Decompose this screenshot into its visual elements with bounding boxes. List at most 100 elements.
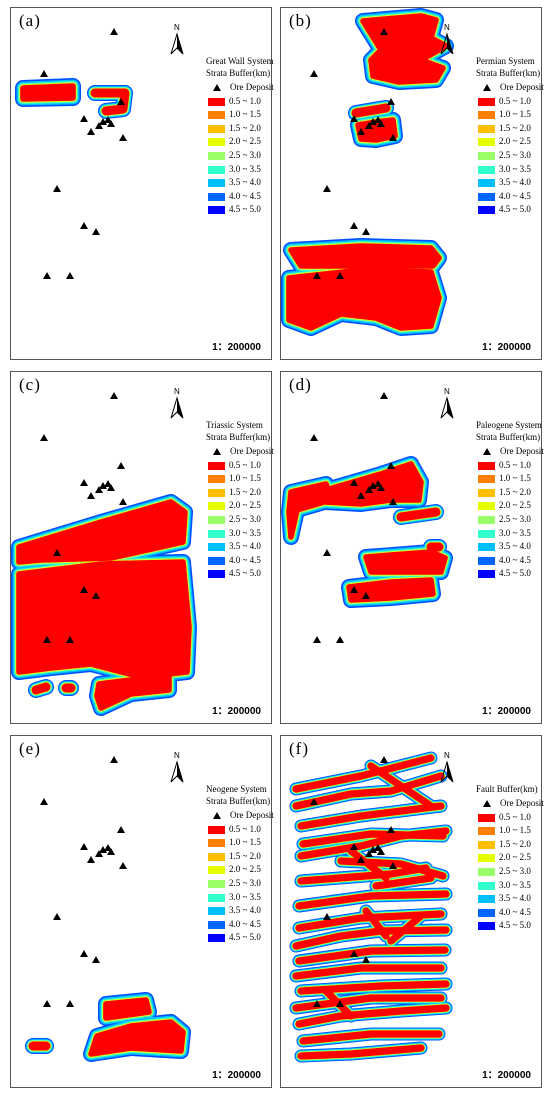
legend-item-label: 1.5 ~ 2.0 bbox=[499, 122, 531, 133]
legend-item-label: 1.0 ~ 1.5 bbox=[499, 473, 531, 484]
legend-item-label: 0.5 ~ 1.0 bbox=[229, 823, 261, 834]
ore-deposit-marker bbox=[389, 498, 397, 505]
legend-item-label: 1.5 ~ 2.0 bbox=[229, 486, 261, 497]
ore-deposit-marker bbox=[104, 480, 112, 487]
ore-deposit-marker bbox=[99, 482, 107, 489]
legend-item: 0.5 ~ 1.0 bbox=[208, 824, 261, 835]
ore-deposit-marker bbox=[107, 120, 115, 127]
ore-deposit-marker bbox=[377, 120, 385, 127]
ore-deposit-marker bbox=[80, 950, 88, 957]
ore-deposit-marker bbox=[369, 118, 377, 125]
legend-swatch bbox=[478, 192, 495, 201]
legend-title: Strata Buffer(km) bbox=[206, 68, 271, 78]
legend-swatch bbox=[208, 97, 225, 106]
ore-deposit-marker bbox=[357, 492, 365, 499]
ore-deposit-marker bbox=[53, 185, 61, 192]
scale-text: 1：200000 bbox=[482, 342, 531, 353]
legend-swatch bbox=[208, 475, 225, 484]
ore-deposit-marker bbox=[310, 434, 318, 441]
legend-swatch bbox=[478, 556, 495, 565]
legend-item: 4.0 ~ 4.5 bbox=[208, 191, 261, 202]
panel-b: N (b) 1：200000 Permian System Strata Buffer(… bbox=[280, 7, 544, 360]
legend-item: 3.0 ~ 3.5 bbox=[208, 528, 261, 539]
legend-item-label: 2.5 ~ 3.0 bbox=[229, 150, 261, 160]
legend-swatch bbox=[208, 825, 225, 834]
legend-item-label: 0.5 ~ 1.0 bbox=[499, 811, 531, 822]
north-label: N bbox=[174, 387, 180, 396]
buffer-map-a: N bbox=[15, 23, 184, 279]
legend-swatch bbox=[208, 879, 225, 888]
ore-deposit-marker bbox=[380, 756, 388, 763]
ore-deposit-marker bbox=[87, 492, 95, 499]
ore-deposit-marker bbox=[95, 850, 103, 857]
legend-item-label: 2.0 ~ 2.5 bbox=[499, 136, 531, 147]
legend-ore-label: Ore Deposit bbox=[500, 798, 544, 808]
legend-item-label: 2.5 ~ 3.0 bbox=[499, 514, 531, 524]
legend-item: 2.5 ~ 3.0 bbox=[208, 514, 261, 525]
ore-deposit-marker bbox=[43, 636, 51, 643]
panel-label: (f) bbox=[289, 739, 309, 758]
legend-item-label: 0.5 ~ 1.0 bbox=[229, 95, 261, 106]
ore-deposit-marker bbox=[380, 392, 388, 399]
legend-item-label: 2.5 ~ 3.0 bbox=[229, 878, 261, 888]
legend-swatch bbox=[478, 138, 495, 147]
legend-item: 4.0 ~ 4.5 bbox=[208, 919, 261, 930]
ore-deposit-marker bbox=[350, 843, 358, 850]
ore-deposit-marker bbox=[80, 479, 88, 486]
legend-title: Strata Buffer(km) bbox=[206, 432, 271, 442]
triangle-icon bbox=[213, 448, 221, 456]
legend-swatch bbox=[478, 529, 495, 538]
legend-item-label: 3.5 ~ 4.0 bbox=[499, 541, 531, 552]
legend-swatch bbox=[478, 502, 495, 511]
legend-swatch bbox=[478, 908, 495, 917]
ore-deposit-marker bbox=[369, 846, 377, 853]
ore-deposit-marker bbox=[66, 636, 74, 643]
legend-item-label: 3.0 ~ 3.5 bbox=[499, 527, 531, 538]
ore-deposit-marker bbox=[66, 1000, 74, 1007]
buffer-map-d: N bbox=[281, 387, 454, 643]
legend-swatch bbox=[208, 852, 225, 861]
legend-item-label: 4.5 ~ 5.0 bbox=[499, 568, 531, 579]
legend-item: 3.0 ~ 3.5 bbox=[208, 164, 261, 175]
legend-item: 4.0 ~ 4.5 bbox=[478, 191, 531, 202]
legend-item-label: 3.0 ~ 3.5 bbox=[499, 163, 531, 174]
legend-item: 1.0 ~ 1.5 bbox=[208, 837, 261, 848]
legend-item: 0.5 ~ 1.0 bbox=[208, 96, 261, 107]
legend-item: 3.5 ~ 4.0 bbox=[208, 541, 261, 552]
ore-deposit-marker bbox=[350, 115, 358, 122]
legend-item-label: 2.0 ~ 2.5 bbox=[499, 852, 531, 863]
ore-deposit-marker bbox=[365, 486, 373, 493]
legend-swatch bbox=[478, 515, 495, 524]
legend-item: 4.5 ~ 5.0 bbox=[478, 204, 531, 215]
ore-deposit-marker bbox=[43, 1000, 51, 1007]
legend-swatch bbox=[478, 867, 495, 876]
legend-item: 2.0 ~ 2.5 bbox=[208, 136, 261, 147]
ore-deposit-marker bbox=[365, 850, 373, 857]
ore-deposit-marker bbox=[99, 846, 107, 853]
legend-swatch bbox=[478, 827, 495, 836]
legend-item: 4.0 ~ 4.5 bbox=[208, 555, 261, 566]
scale-text: 1：200000 bbox=[212, 706, 261, 717]
legend-swatch bbox=[478, 840, 495, 849]
ore-deposit-marker bbox=[95, 122, 103, 129]
ore-deposit-marker bbox=[336, 272, 344, 279]
legend-swatch bbox=[208, 165, 225, 174]
legend-swatch bbox=[478, 854, 495, 863]
ore-deposit-marker bbox=[387, 98, 395, 105]
panel-e: N (e) 1：200000 Neogene System Strata Buffer(… bbox=[10, 735, 274, 1088]
legend-swatch bbox=[478, 895, 495, 904]
legend-item: 2.0 ~ 2.5 bbox=[208, 864, 261, 875]
ore-deposit-marker bbox=[323, 549, 331, 556]
legend-item: 1.0 ~ 1.5 bbox=[478, 825, 531, 836]
legend-item: 1.0 ~ 1.5 bbox=[478, 473, 531, 484]
legend-item-label: 2.0 ~ 2.5 bbox=[229, 136, 261, 147]
north-arrow-icon: N bbox=[440, 23, 454, 55]
legend-swatch bbox=[208, 192, 225, 201]
buffer-map-e: N bbox=[25, 751, 191, 1062]
legend-item: 4.5 ~ 5.0 bbox=[478, 568, 531, 579]
legend-item: 4.5 ~ 5.0 bbox=[208, 932, 261, 943]
ore-deposit-marker bbox=[92, 956, 100, 963]
ore-deposit-marker bbox=[350, 950, 358, 957]
legend-swatch bbox=[208, 206, 225, 215]
ore-deposit-marker bbox=[80, 115, 88, 122]
